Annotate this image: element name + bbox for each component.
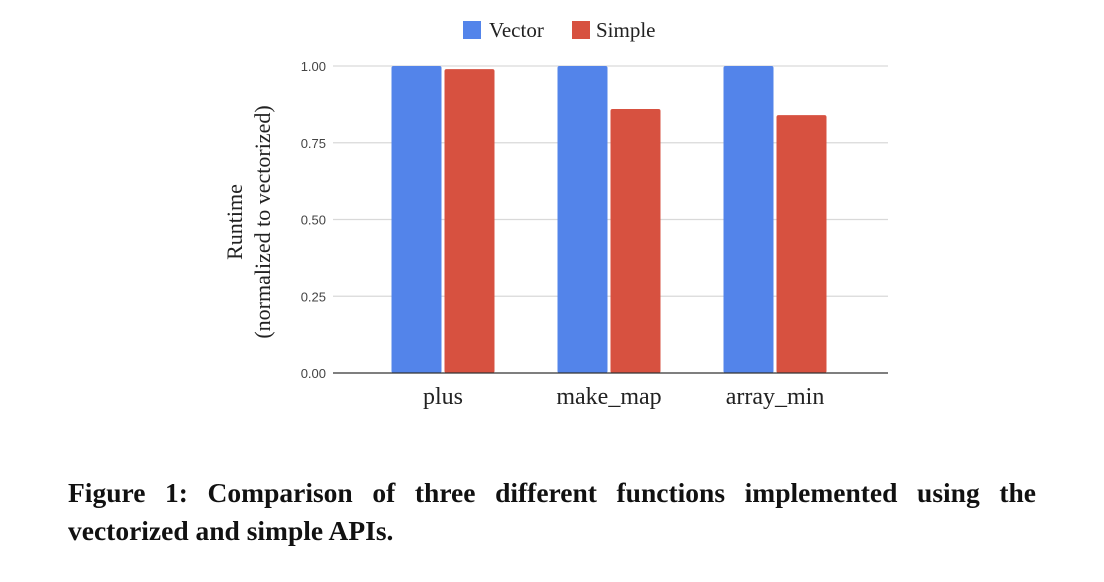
legend-label-simple: Simple [596,18,656,42]
y-tick-label: 0.00 [301,366,326,381]
y-tick-label: 0.50 [301,213,326,228]
legend-swatch-vector [463,21,481,39]
bar-vector-make-map [557,66,608,373]
bar-vector-plus [391,66,442,373]
legend-label-vector: Vector [489,18,544,42]
x-category-label: make_map [556,384,661,410]
y-tick-label: 0.25 [301,289,326,304]
legend-swatch-simple [572,21,590,39]
bar-simple-array-min [776,115,827,374]
y-tick-label: 0.75 [301,136,326,151]
bar-simple-plus [444,69,495,373]
y-tick-label: 1.00 [301,59,326,74]
y-axis-title-line2: (normalized to vectorized) [250,105,275,338]
bar-chart: Vector Simple 0.00 0.25 0.50 0.75 1.00 plus ma… [222,18,888,410]
x-category-label: array_min [726,384,825,410]
y-axis-ticks: 0.00 0.25 0.50 0.75 1.00 [301,59,326,381]
bar-simple-make-map [610,108,661,373]
bar-vector-array-min [723,66,774,373]
y-axis-title: Runtime (normalized to vectorized) [222,105,275,338]
x-axis-labels: plus make_map array_min [423,384,824,410]
x-category-label: plus [423,384,463,410]
figure-caption: Figure 1: Comparison of three different … [68,477,1036,546]
chart-legend: Vector Simple [463,18,656,42]
y-axis-title-line1: Runtime [222,184,247,260]
bars [391,66,827,374]
